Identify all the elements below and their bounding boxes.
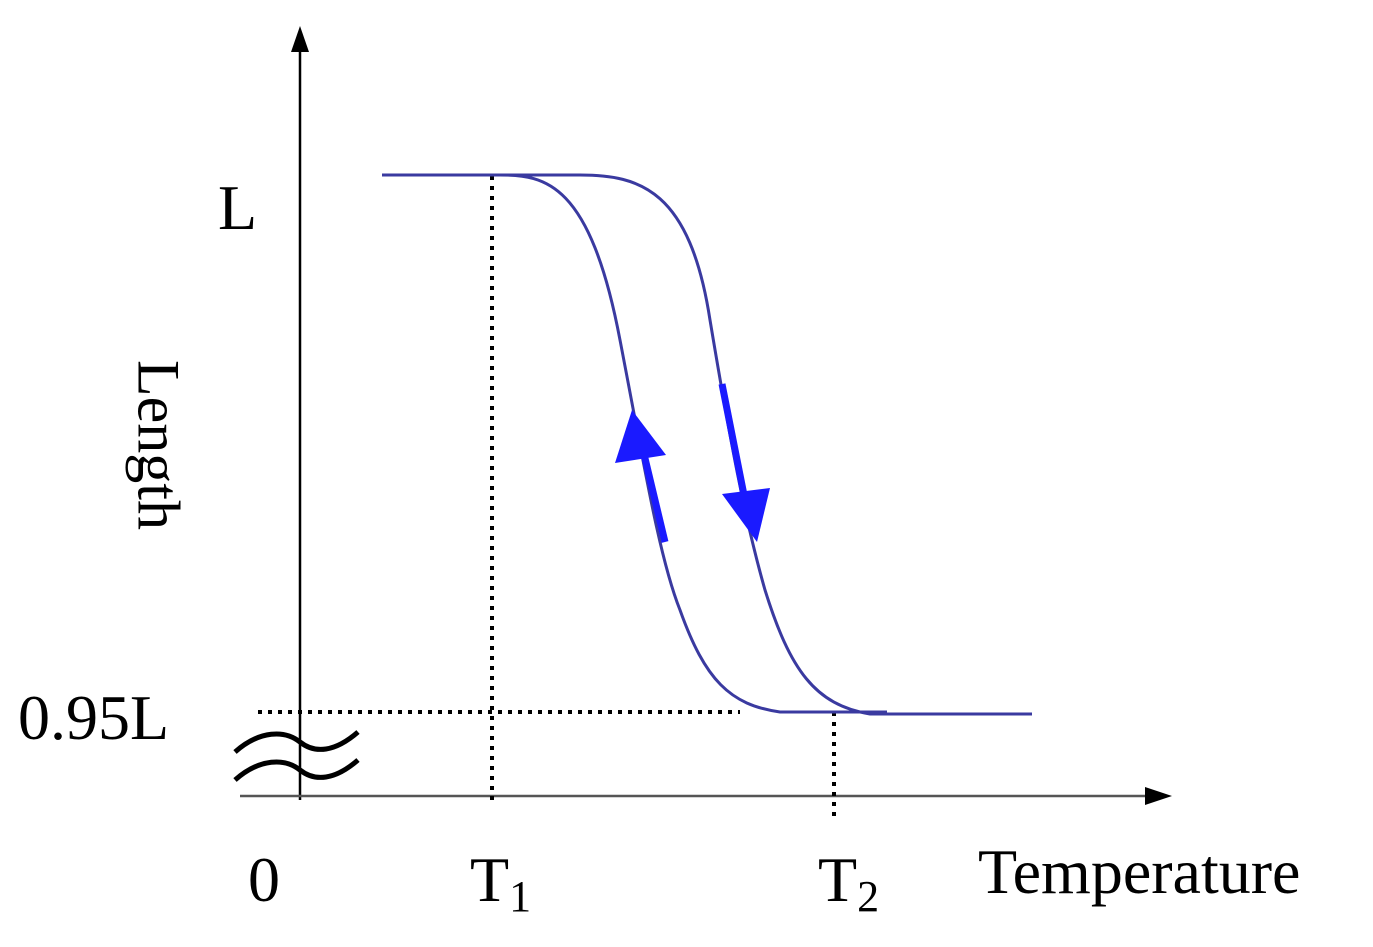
cooling-arrow-shaft: [639, 449, 669, 543]
axis-break-icon: [233, 758, 360, 782]
heating-curve: [500, 173, 1032, 716]
x-tick-T2: T2: [818, 848, 879, 919]
y-tick-L: L: [218, 172, 258, 243]
x-tick-T2-sub: 2: [857, 872, 880, 921]
origin-label: 0: [248, 844, 280, 915]
cooling-arrow-head-icon: [615, 410, 666, 463]
axis-break-icon: [233, 730, 360, 754]
y-tick-0-95L: 0.95L: [18, 682, 170, 753]
y-axis-arrowhead: [291, 26, 309, 52]
x-tick-T1-main: T: [470, 844, 510, 915]
heating-arrow-head-icon: [722, 488, 770, 542]
x-axis-label: Temperature: [978, 836, 1301, 907]
y-axis-label: Length: [125, 360, 192, 530]
heating-arrow-shaft: [718, 383, 748, 496]
x-axis-arrowhead: [1145, 787, 1172, 805]
x-tick-T1: T1: [470, 848, 531, 919]
x-tick-T2-main: T: [818, 844, 858, 915]
x-tick-T1-sub: 1: [509, 872, 532, 921]
